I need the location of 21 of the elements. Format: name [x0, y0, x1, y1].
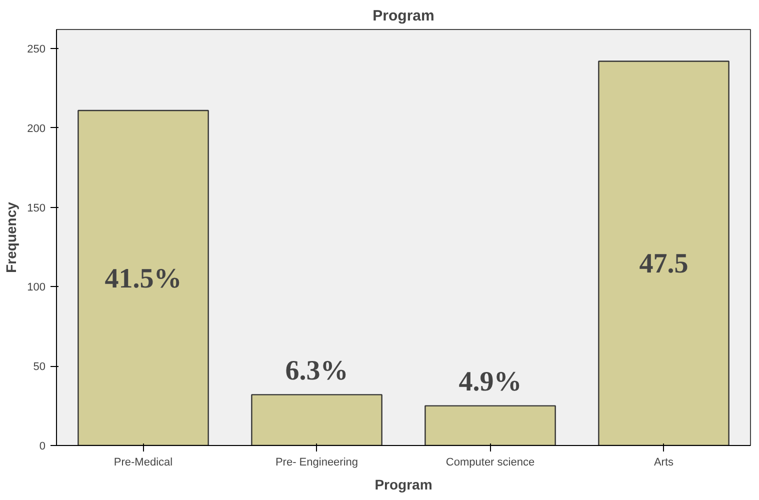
- y-tick-label: 100: [27, 282, 46, 294]
- y-tick-label: 250: [27, 44, 46, 56]
- bar: [424, 405, 556, 446]
- bar: [598, 60, 730, 446]
- x-tick-label: Pre- Engineering: [275, 456, 358, 468]
- annotation: 47.5: [639, 248, 688, 280]
- x-axis-title: Program: [374, 476, 432, 492]
- x-tick-label: Arts: [654, 456, 674, 468]
- bar: [251, 394, 382, 446]
- bar: [78, 110, 209, 446]
- annotation: 4.9%: [458, 366, 522, 398]
- annotation: 6.3%: [285, 355, 348, 386]
- y-axis-title: Frequency: [3, 202, 20, 273]
- y-tick-label: 150: [27, 202, 46, 214]
- y-tick-label: 0: [39, 440, 46, 452]
- x-tick-label: Computer science: [446, 456, 535, 468]
- y-tick-label: 50: [33, 361, 46, 374]
- y-tick-label: 200: [27, 122, 46, 135]
- chart-title: Program: [372, 8, 434, 24]
- annotation: 41.5%: [104, 264, 182, 295]
- x-tick-label: Pre-Medical: [114, 456, 173, 468]
